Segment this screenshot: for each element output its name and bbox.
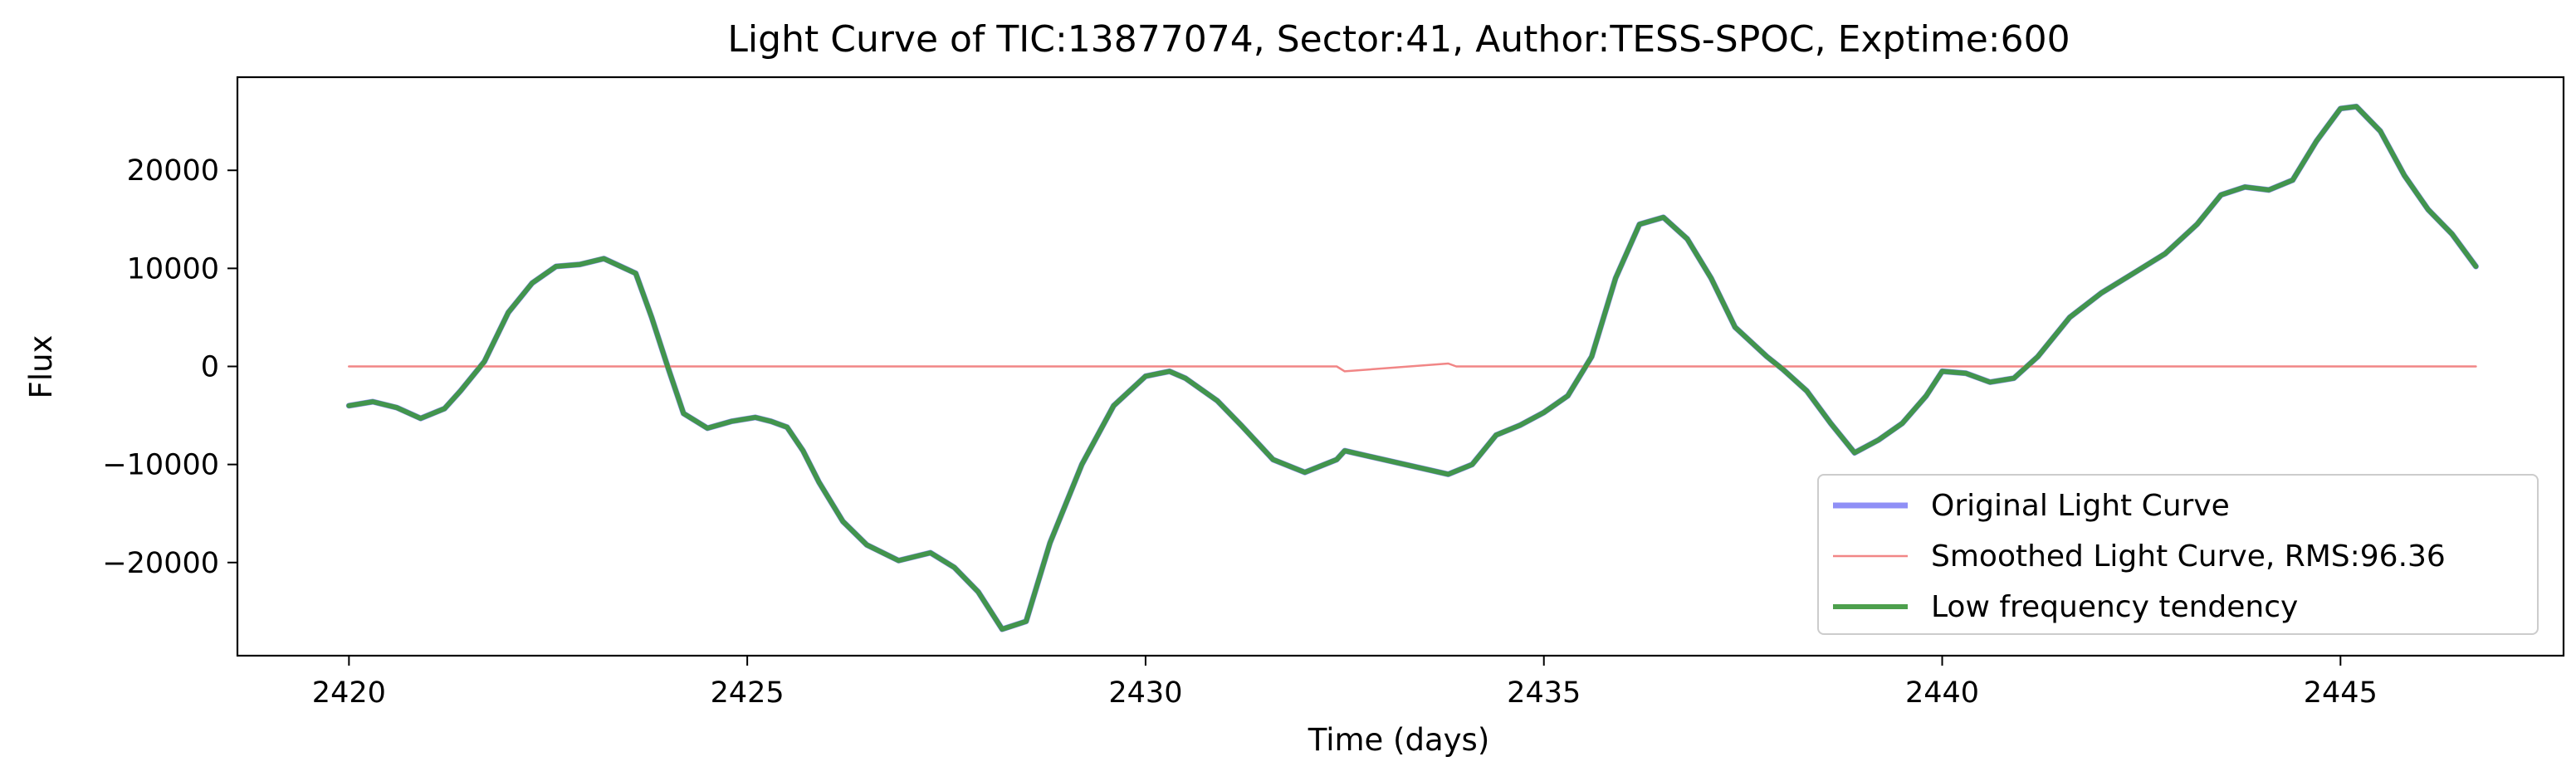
series-layer [345,103,2479,632]
y-tick-label: −10000 [102,449,219,482]
legend-box [1817,474,2539,635]
y-tick-label: 0 [201,351,219,384]
chart-title: Light Curve of TIC:13877074, Sector:41, … [727,18,2070,61]
series-line-2 [348,362,2477,373]
y-tick-label: 20000 [127,154,219,188]
x-axis-ticks: 2420 2425 2430 2435 2440 2445 [312,656,2378,710]
x-tick-label: 2445 [2304,676,2378,710]
legend: Original Light Curve Smoothed Light Curve… [1817,474,2539,635]
x-axis-label: Time (days) [1308,722,1490,758]
series-line-3 [346,104,2479,632]
x-tick-label: 2425 [711,676,785,710]
legend-label-2: Smoothed Light Curve, RMS:96.36 [1931,539,2446,574]
x-tick-label: 2435 [1507,676,1581,710]
legend-label-1: Original Light Curve [1931,489,2230,523]
legend-label-3: Low frequency tendency [1931,590,2298,624]
x-tick-label: 2440 [1905,676,1979,710]
x-tick-label: 2430 [1108,676,1182,710]
y-tick-label: −20000 [102,547,219,580]
y-axis-label: Flux [23,335,59,399]
y-axis-ticks: −20000 −10000 0 10000 20000 [102,154,237,580]
x-tick-label: 2420 [312,676,386,710]
y-tick-label: 10000 [127,252,219,286]
